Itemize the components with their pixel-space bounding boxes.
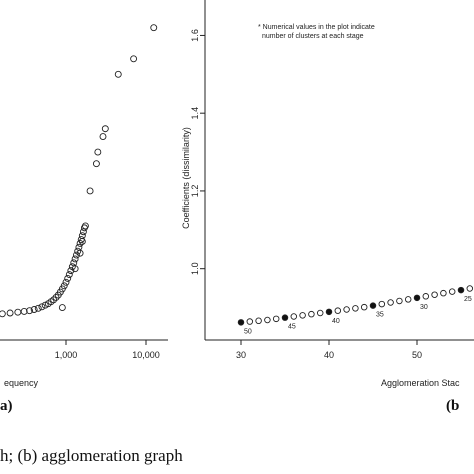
data-point-b [448, 288, 456, 295]
scatter-chart-a: 1,000 10,000 equency a) [0, 24, 168, 414]
x-axis-label-b: Agglomeration Stac [381, 378, 460, 388]
data-point-a [0, 310, 6, 318]
data-point-b [404, 296, 412, 303]
data-point-a [52, 294, 60, 301]
note-line-1: * Numerical values in the plot indicate [258, 24, 375, 31]
data-point-b [272, 315, 280, 323]
x-tick-label-b: 30 [236, 350, 246, 360]
data-point-b [360, 303, 368, 311]
data-point-a [71, 255, 79, 263]
panel-label-a: a) [0, 398, 13, 414]
data-point-a [75, 243, 83, 251]
cluster-count-label: 35 [376, 312, 384, 319]
data-point-b [246, 318, 254, 325]
data-point-b [255, 317, 262, 325]
data-point-a [50, 296, 58, 304]
y-tick-label-b: 1.4 [190, 107, 200, 120]
y-axis-label-b: Coefficients (dissimilarity) [181, 127, 191, 229]
data-point-a [6, 309, 14, 317]
note-line-2: number of clusters at each stage [262, 33, 364, 40]
x-tick-label-a: 10,000 [132, 350, 160, 360]
data-point-b [316, 309, 324, 317]
data-point-a [65, 271, 73, 278]
data-point-b [396, 297, 403, 305]
panel-label-b: (b [446, 398, 459, 414]
data-point-b [422, 293, 430, 300]
cluster-count-label: 30 [420, 304, 428, 311]
x-tick-label-a: 1,000 [55, 350, 78, 360]
data-point-a [58, 304, 66, 312]
y-tick-label-b: 1.6 [190, 29, 200, 42]
data-point-b [325, 308, 333, 316]
data-point-a [99, 133, 107, 140]
data-point-a [76, 239, 84, 247]
data-point-a [26, 307, 33, 315]
cluster-count-label: 45 [288, 324, 296, 331]
data-point-a [81, 222, 89, 230]
data-point-a [64, 274, 72, 282]
data-point-a [92, 160, 100, 168]
data-point-b [466, 285, 474, 292]
data-point-a [86, 187, 94, 195]
x-axis-label-a: equency [4, 378, 39, 388]
data-point-b [413, 294, 421, 302]
x-tick-label-b: 40 [324, 350, 334, 360]
data-point-b [264, 316, 271, 324]
data-point-b [387, 299, 394, 306]
data-point-b [281, 314, 289, 321]
data-point-a [70, 259, 78, 267]
data-point-a [20, 308, 28, 315]
data-point-a [114, 70, 122, 78]
data-point-a [76, 249, 84, 257]
data-point-b [308, 310, 315, 318]
data-point-a [101, 125, 109, 133]
data-point-a [71, 265, 79, 273]
data-point-b [369, 302, 377, 309]
data-point-b [440, 289, 447, 297]
data-point-a [94, 148, 102, 156]
data-point-b [299, 312, 306, 319]
data-point-a [130, 55, 138, 63]
data-point-a [72, 251, 80, 259]
data-point-a [67, 267, 75, 275]
data-point-a [78, 232, 86, 240]
data-point-b [290, 313, 298, 320]
data-point-b [378, 300, 386, 308]
data-point-a [30, 306, 38, 313]
cluster-count-label: 40 [332, 318, 340, 325]
data-point-b [237, 319, 245, 326]
data-point-b [343, 306, 350, 313]
figure-caption: h; (b) agglomeration graph [0, 446, 183, 465]
data-point-a [14, 308, 22, 316]
data-point-b [334, 307, 342, 314]
data-point-b [457, 286, 465, 294]
data-point-a [62, 278, 70, 286]
data-point-a [38, 303, 46, 311]
data-point-b [431, 291, 438, 298]
data-point-a [74, 247, 82, 255]
y-tick-label-b: 1.0 [190, 262, 200, 275]
data-point-b [352, 305, 359, 312]
y-tick-label-b: 1.2 [190, 185, 200, 198]
x-tick-label-b: 50 [412, 350, 422, 360]
data-point-a [60, 282, 68, 290]
data-point-a [150, 24, 158, 32]
data-point-a [78, 238, 86, 245]
cluster-count-label: 50 [244, 328, 252, 335]
scatter-chart-b: 30 40 50 1.0 1.2 1.4 1.6 50 45 40 35 30 25 * Numeri… [181, 0, 474, 414]
data-point-a [79, 228, 87, 236]
cluster-count-label: 25 [464, 296, 472, 303]
data-point-a [34, 304, 42, 312]
